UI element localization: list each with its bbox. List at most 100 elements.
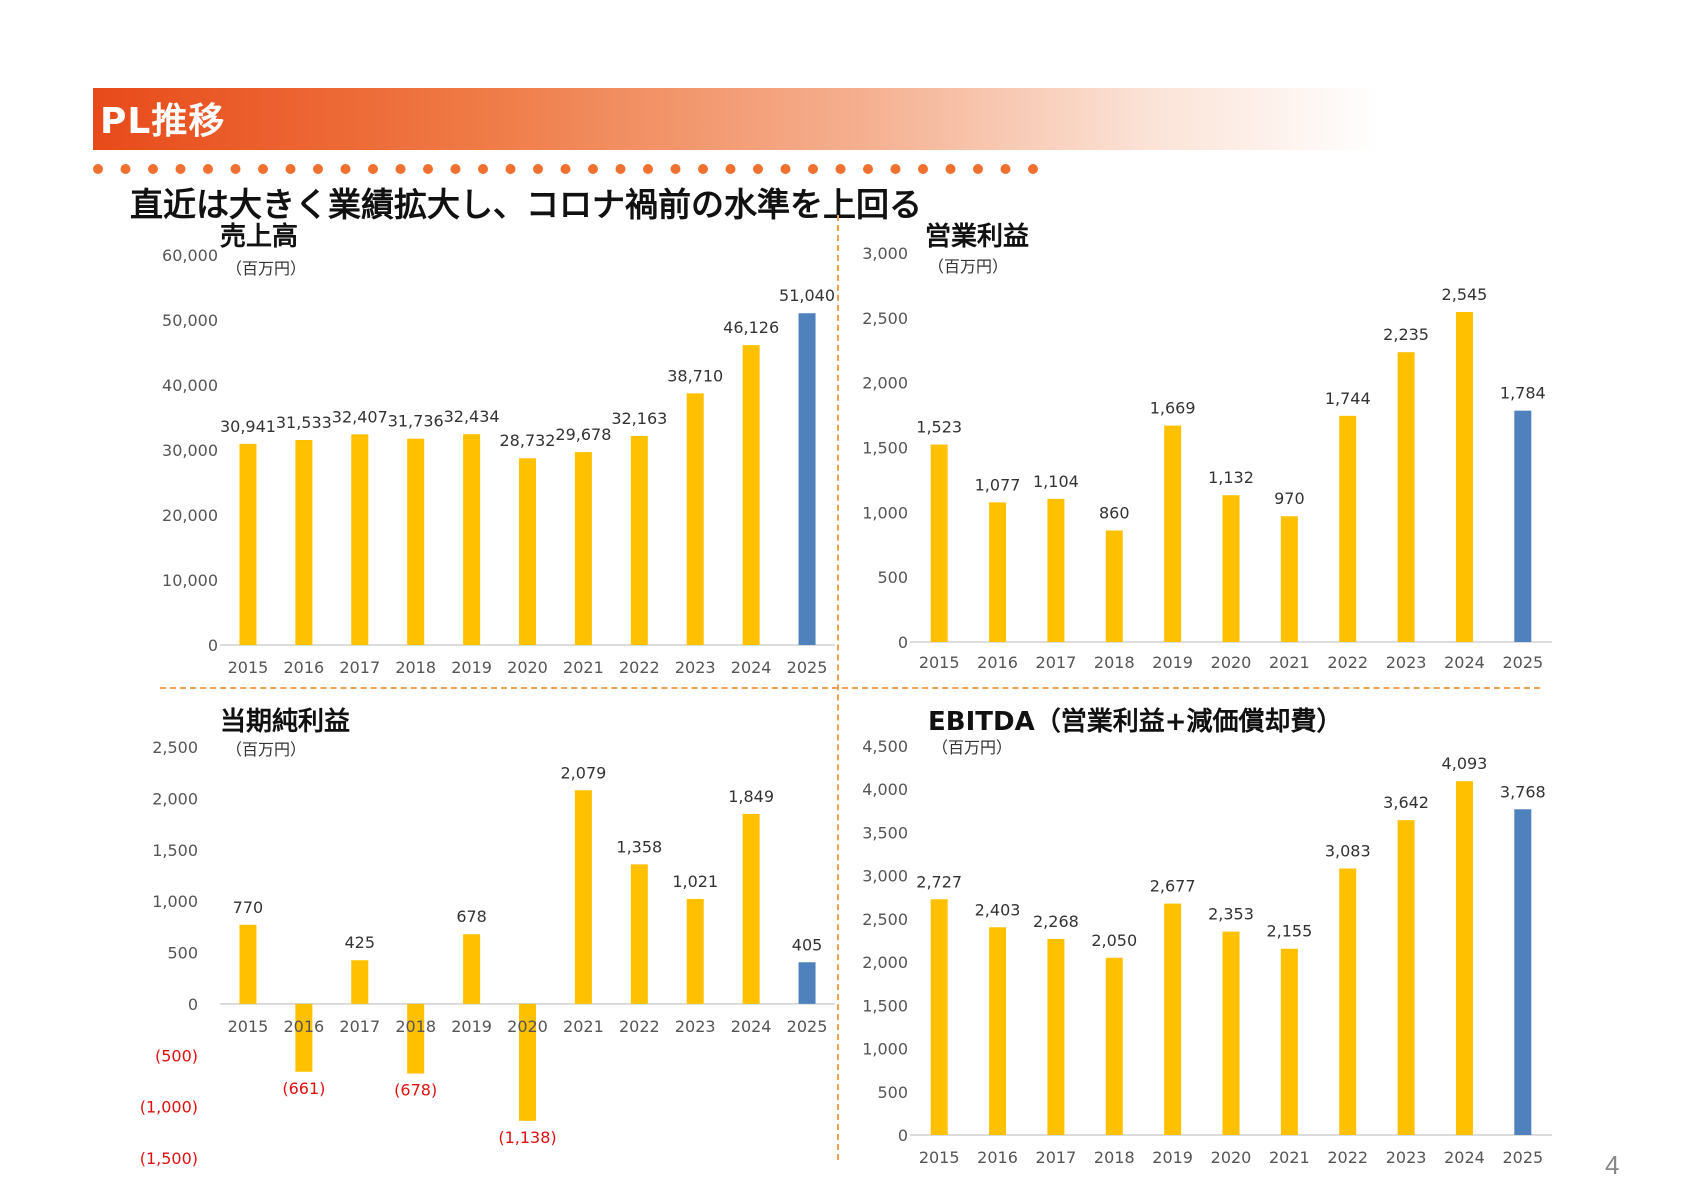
bar [798,313,816,645]
header-band [93,88,1380,150]
bar [463,934,481,1004]
data-label: (678) [394,1081,437,1100]
data-label: 1,132 [1208,468,1254,487]
y-tick-label: 1,000 [152,892,198,911]
data-label: 2,079 [561,763,607,782]
data-label: 1,104 [1033,472,1079,491]
x-tick-label: 2017 [339,1017,380,1036]
divider-dot [368,164,378,174]
data-label: 425 [344,933,375,952]
y-tick-label: 3,000 [862,244,908,263]
x-tick-label: 2024 [731,658,772,677]
data-label: 2,727 [916,872,962,891]
y-tick-label: 2,500 [152,738,198,757]
bar [239,924,257,1004]
y-tick-label: 1,500 [862,439,908,458]
x-tick-label: 2021 [563,658,604,677]
bar [239,443,257,645]
x-tick-label: 2024 [731,1017,772,1036]
bar [1455,781,1473,1135]
bar [630,864,648,1004]
unit-label: （百万円） [928,257,1008,276]
data-label: 32,407 [332,407,388,426]
bar [686,898,704,1004]
bar [989,502,1007,642]
x-tick-label: 2019 [451,1017,492,1036]
bar [1047,498,1065,642]
divider-dot [698,164,708,174]
chart-title: 売上高 [220,221,298,252]
divider-dot [725,164,736,174]
bar [1514,809,1532,1135]
x-tick-label: 2020 [507,658,548,677]
y-tick-label: 4,500 [862,737,908,756]
bar [295,1003,313,1072]
data-label: 2,155 [1266,922,1312,941]
data-label: 1,021 [672,872,718,891]
divider-dot [450,164,461,174]
divider-dot [615,164,626,174]
bar [574,452,592,645]
data-label: 970 [1274,489,1305,508]
y-tick-label: 3,000 [862,867,908,886]
x-tick-label: 2023 [1386,653,1427,672]
bar [930,444,948,642]
divider-dot [1028,164,1038,174]
bar [1397,820,1415,1135]
divider-dot [918,164,928,174]
data-label: 1,523 [916,418,962,437]
x-tick-label: 2018 [395,1017,436,1036]
x-tick-label: 2016 [977,1148,1018,1167]
bar [463,434,481,645]
ebitda-chart: EBITDA（営業利益+減価償却費）（百万円） 0 500 1,000 1,500 2,0… [862,707,1552,1167]
data-label: 32,163 [611,409,667,428]
data-label: 3,642 [1383,793,1429,812]
y-tick-label: 2,000 [152,789,198,808]
y-tick-label: 1,000 [862,503,908,522]
dotted-divider [93,164,1038,174]
y-tick-label: 2,000 [862,374,908,393]
x-tick-label: 2017 [1036,1148,1077,1167]
divider-dot [423,164,433,174]
bar [798,962,816,1004]
divider-dot [120,164,131,174]
divider-dot [340,164,351,174]
bar [295,440,313,645]
subtitle: 直近は大きく業績拡大し、コロナ禍前の水準を上回る [130,185,922,224]
data-label: 1,784 [1500,384,1546,403]
x-tick-label: 2023 [675,658,716,677]
y-tick-label: 0 [898,1126,908,1145]
data-label: 28,732 [500,431,556,450]
y-tick-label: 1,500 [862,996,908,1015]
data-label: (661) [282,1079,325,1098]
divider-dot [285,164,296,174]
divider-dot [753,164,763,174]
data-label: 1,744 [1325,389,1371,408]
bar [519,458,536,645]
quadrant-divider-horizontal [160,687,1540,689]
y-tick-label: 20,000 [162,506,218,525]
data-label: 32,434 [444,407,500,426]
data-label: 2,403 [975,900,1021,919]
divider-dot [505,164,516,174]
bar [1339,415,1357,642]
x-tick-label: 2015 [919,653,960,672]
data-label: 3,083 [1325,841,1371,860]
data-label: 2,677 [1150,877,1196,896]
unit-label: （百万円） [932,738,1012,757]
y-tick-label: (500) [155,1046,198,1065]
x-tick-label: 2022 [1327,653,1368,672]
operating-profit-chart: 営業利益 （百万円） 0 500 1,000 1,500 2,000 2,500 3,000 1,… [862,222,1552,672]
data-label: 2,268 [1033,912,1079,931]
divider-dot [780,164,791,174]
x-tick-label: 2022 [619,658,660,677]
x-tick-label: 2020 [1211,653,1252,672]
page-number: 4 [1605,1150,1620,1180]
divider-dot [93,164,103,174]
divider-dot [148,164,158,174]
x-tick-label: 2025 [787,1017,828,1036]
x-tick-label: 2020 [507,1017,548,1036]
divider-dot [670,164,681,174]
x-tick-label: 2024 [1444,653,1485,672]
y-tick-label: 3,500 [862,823,908,842]
